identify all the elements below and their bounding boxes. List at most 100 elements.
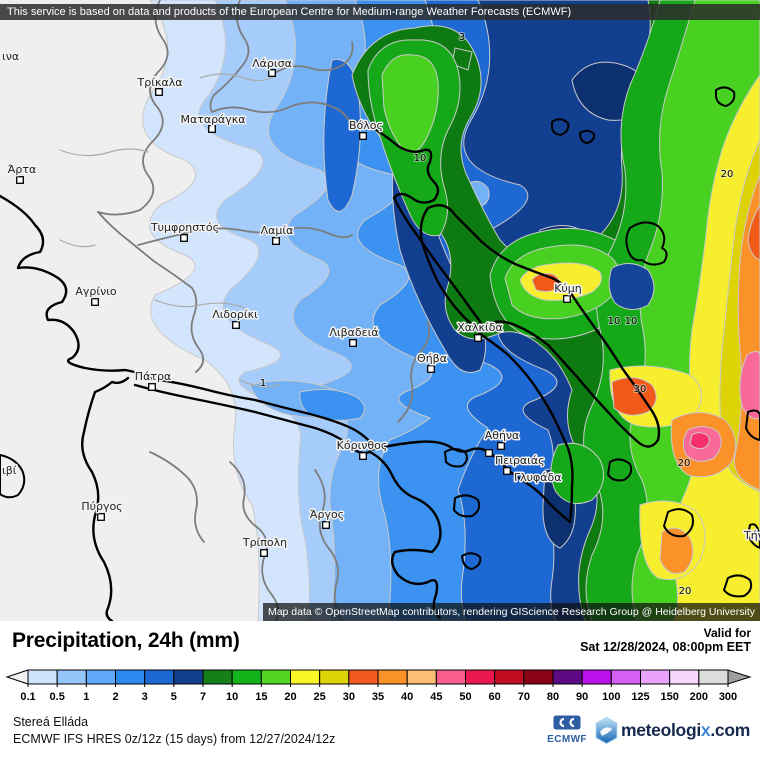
city-label: Βόλος <box>349 119 383 132</box>
scale-tick-label: 60 <box>489 691 501 703</box>
scale-swatch <box>85 669 117 685</box>
scale-tick-label: 50 <box>459 691 471 703</box>
city-label: Τυμφρηστός <box>150 221 219 234</box>
city-label: Άρτα <box>8 163 36 176</box>
contour-value-label: 1 <box>260 378 266 389</box>
scale-tick-label: 70 <box>518 691 530 703</box>
scale-swatch <box>260 669 292 685</box>
city-label: Τρίκαλα <box>137 76 183 89</box>
scale-swatch <box>552 669 583 685</box>
city-label: Πάτρα <box>135 370 171 383</box>
city-marker <box>427 365 435 373</box>
city-marker <box>563 295 571 303</box>
city-marker <box>148 383 156 391</box>
admin-borders <box>59 0 431 621</box>
city-label: Γλυφάδα <box>514 471 562 484</box>
city-label: Πύργος <box>81 500 122 513</box>
page-title: Precipitation, 24h (mm) <box>12 629 240 652</box>
scale-tick-label: 10 <box>226 691 238 703</box>
city-marker <box>232 321 240 329</box>
city-label: Αγρίνιο <box>75 285 117 298</box>
city-label: Κύμη <box>554 282 582 295</box>
valid-label: Valid for <box>703 626 751 640</box>
contour-value-label: 10 <box>414 153 427 164</box>
weather-map[interactable]: 3 10 20 10 10 1 30 20 20 ινα Τρίκαλα Λάρισα Ματαράγ… <box>0 0 760 621</box>
city-marker <box>359 132 367 140</box>
scale-swatch <box>494 669 525 685</box>
city-label: Άργος <box>310 508 344 521</box>
contour-value-label: 20 <box>721 169 734 180</box>
scale-arrow-right <box>727 669 752 685</box>
scale-swatch <box>202 669 233 685</box>
city-label: Τρίπολη <box>242 536 287 549</box>
scale-tick-label: 300 <box>719 691 737 703</box>
coastlines <box>0 86 760 621</box>
contour-value-label: 30 <box>634 384 647 395</box>
scale-swatch <box>435 669 467 685</box>
city-marker <box>359 452 367 460</box>
scale-tick-label: 20 <box>284 691 296 703</box>
scale-swatch <box>290 669 321 685</box>
scale-swatch <box>115 669 146 685</box>
scale-tick-label: 100 <box>602 691 620 703</box>
valid-value: Sat 12/28/2024, 08:00pm EET <box>580 640 751 654</box>
city-marker <box>260 549 268 557</box>
scale-tick-label: 5 <box>171 691 177 703</box>
city-label: Λιβαδειά <box>329 326 378 339</box>
city-label: Αθήνα <box>485 429 520 442</box>
city-marker <box>208 125 216 133</box>
city-label: Λιδορίκι <box>212 308 258 321</box>
scale-swatch <box>581 669 612 685</box>
precipitation-fill-layers <box>142 0 760 621</box>
scale-arrow-left <box>5 669 29 685</box>
precipitation-map-canvas: 3 10 20 10 10 1 30 20 20 ινα Τρίκαλα Λάρισα Ματαράγ… <box>0 0 760 621</box>
scale-tick-label: 1 <box>83 691 89 703</box>
city-label: Ματαράγκα <box>180 113 245 126</box>
city-labels: ινα Τρίκαλα Λάρισα Ματαράγκα Βόλος Άρτα Τυμφρη… <box>1 49 760 557</box>
city-marker <box>97 513 105 521</box>
region-name: Stereá Elláda <box>13 715 89 729</box>
city-marker <box>155 88 163 96</box>
scale-swatch <box>27 669 58 685</box>
contour-labels: 3 10 20 10 10 1 30 20 20 <box>259 31 735 598</box>
scale-tick-label: 15 <box>255 691 267 703</box>
contour-value-label: 20 <box>679 586 692 597</box>
scale-tick-label: 40 <box>401 691 413 703</box>
contour-value-label: 3 <box>459 32 465 43</box>
scale-swatch <box>523 669 554 685</box>
map-attribution: Map data © OpenStreetMap contributors, r… <box>262 603 760 621</box>
scale-tick-label: 0.1 <box>20 691 35 703</box>
scale-tick-label: 7 <box>200 691 206 703</box>
scale-tick-label: 2 <box>112 691 118 703</box>
scale-tick-label: 125 <box>631 691 649 703</box>
meteologix-drop-icon <box>595 716 618 744</box>
scale-tick-label: 0.5 <box>50 691 65 703</box>
city-marker <box>91 298 99 306</box>
city-label: Λαμία <box>261 224 294 237</box>
ecmwf-notice-banner: This service is based on data and produc… <box>0 4 760 20</box>
city-marker <box>16 176 24 184</box>
meteologix-logo[interactable]: meteologix.com <box>595 716 750 744</box>
logos: ECMWF meteologix.com <box>547 715 750 745</box>
scale-tick-label: 90 <box>576 691 588 703</box>
scale-swatch <box>231 669 262 685</box>
scale-swatch <box>610 669 641 685</box>
model-info: Stereá Elláda ECMWF IFS HRES 0z/12z (15 … <box>13 714 335 748</box>
city-marker <box>349 339 357 347</box>
city-marker <box>497 442 505 450</box>
scale-tick-label: 45 <box>430 691 442 703</box>
city-marker <box>268 69 276 77</box>
scale-swatch <box>173 669 204 685</box>
city-marker <box>272 237 280 245</box>
city-label: ινα <box>2 50 19 63</box>
city-label: Λάρισα <box>252 57 292 70</box>
ecmwf-logo[interactable]: ECMWF <box>547 715 587 745</box>
meteologix-wordmark: meteologix.com <box>620 719 750 740</box>
scale-tick-label: 25 <box>314 691 326 703</box>
valid-time: Valid for Sat 12/28/2024, 08:00pm EET <box>580 626 751 654</box>
scale-tick-label: 30 <box>343 691 355 703</box>
ecmwf-logo-icon <box>553 715 581 730</box>
contour-value-label: 10 <box>608 316 621 327</box>
scale-swatch <box>319 669 350 685</box>
scale-tick-label: 3 <box>142 691 148 703</box>
